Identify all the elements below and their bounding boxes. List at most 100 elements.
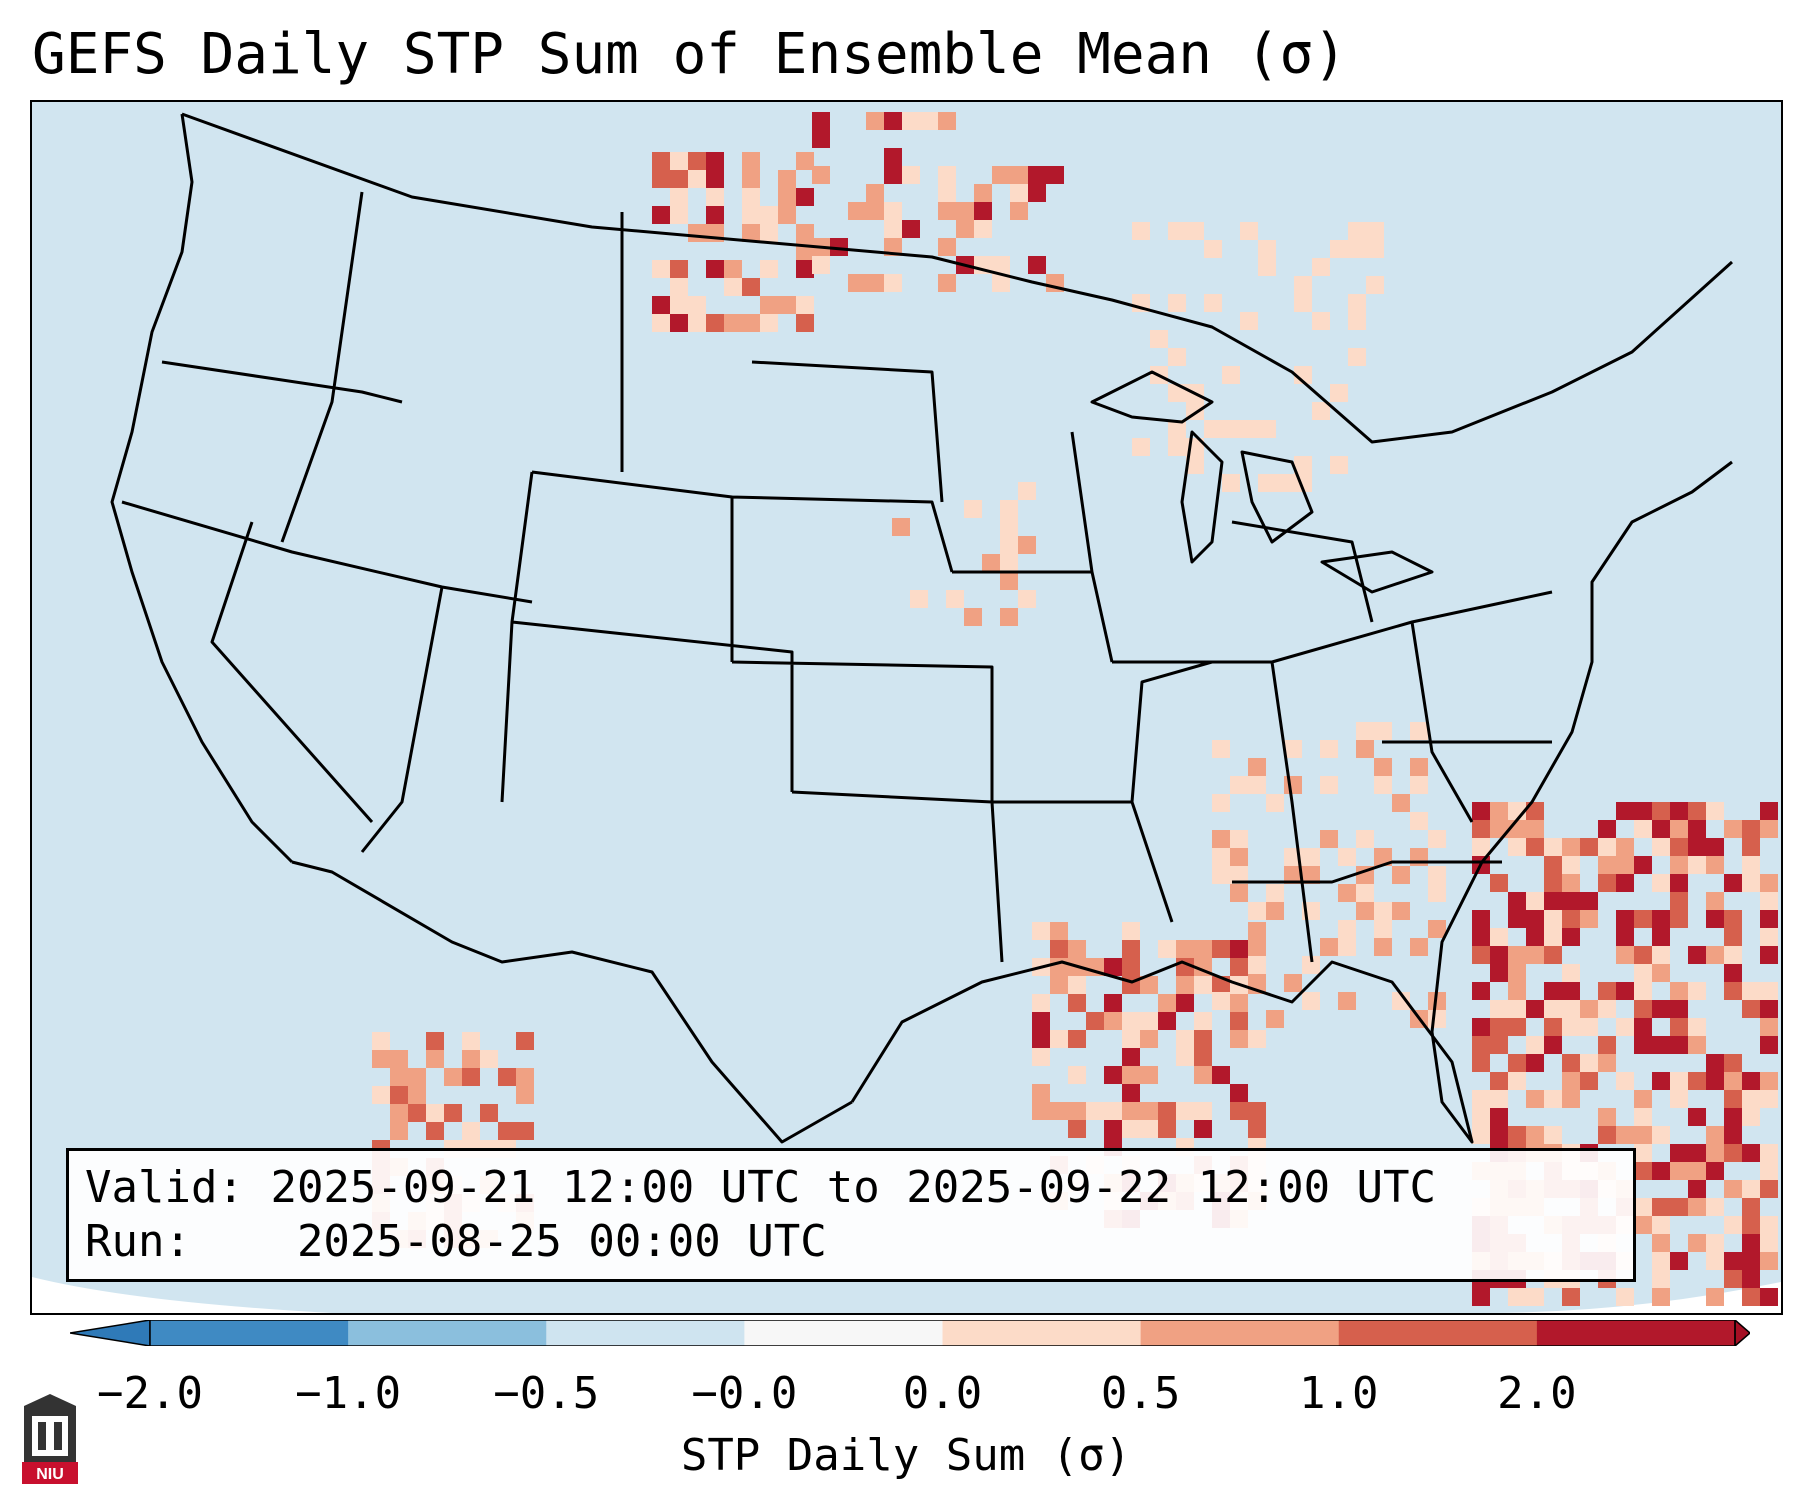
anomaly-cell	[1634, 1162, 1652, 1180]
anomaly-cell	[1410, 812, 1428, 830]
anomaly-cell	[1158, 994, 1176, 1012]
anomaly-cell	[1472, 1288, 1490, 1306]
anomaly-cell	[1652, 928, 1670, 946]
anomaly-cell	[884, 202, 902, 220]
anomaly-cell	[1544, 874, 1562, 892]
anomaly-cell	[390, 1122, 408, 1140]
anomaly-cell	[1338, 884, 1356, 902]
anomaly-cell	[1312, 258, 1330, 276]
anomaly-cell	[516, 1068, 534, 1086]
anomaly-cell	[1392, 902, 1410, 920]
colorbar-bins	[150, 1320, 1736, 1346]
anomaly-cell	[1374, 920, 1392, 938]
anomaly-cell	[1374, 902, 1392, 920]
anomaly-cell	[688, 314, 706, 332]
anomaly-cell	[1670, 1162, 1688, 1180]
anomaly-cell	[1652, 1288, 1670, 1306]
anomaly-cell	[1122, 940, 1140, 958]
anomaly-cell	[1132, 438, 1150, 456]
anomaly-cell	[1508, 946, 1526, 964]
map-panel	[30, 100, 1783, 1315]
anomaly-cell	[408, 1068, 426, 1086]
anomaly-cell	[1742, 820, 1760, 838]
anomaly-cell	[1760, 1036, 1778, 1054]
anomaly-cell	[1598, 820, 1616, 838]
anomaly-cell	[1302, 866, 1320, 884]
anomaly-cell	[1562, 964, 1580, 982]
anomaly-cell	[1508, 1018, 1526, 1036]
anomaly-cell	[670, 296, 688, 314]
anomaly-cell	[652, 314, 670, 332]
anomaly-cell	[1562, 892, 1580, 910]
anomaly-cell	[1168, 384, 1186, 402]
anomaly-cell	[1526, 1054, 1544, 1072]
anomaly-cell	[1670, 1090, 1688, 1108]
niu-logo: NIU	[22, 1394, 78, 1484]
colorbar-tick-label: 1.0	[1299, 1368, 1379, 1419]
anomaly-cell	[1490, 1000, 1508, 1018]
anomaly-cell	[1032, 1084, 1050, 1102]
anomaly-cell	[1312, 312, 1330, 330]
anomaly-cell	[1490, 874, 1508, 892]
anomaly-cell	[1544, 946, 1562, 964]
anomaly-cell	[1598, 1054, 1616, 1072]
anomaly-cell	[670, 278, 688, 296]
anomaly-cell	[1374, 848, 1392, 866]
valid-run-info-box: Valid: 2025-09-21 12:00 UTC to 2025-09-2…	[66, 1148, 1636, 1282]
colorbar-tick-label: −0.5	[493, 1368, 600, 1419]
anomaly-cell	[1212, 794, 1230, 812]
anomaly-cell	[1366, 276, 1384, 294]
anomaly-cell	[1222, 366, 1240, 384]
anomaly-cell	[938, 238, 956, 256]
anomaly-cell	[1724, 964, 1742, 982]
anomaly-cell	[1580, 1072, 1598, 1090]
anomaly-cell	[1230, 848, 1248, 866]
anomaly-cell	[1392, 866, 1410, 884]
anomaly-cell	[1490, 802, 1508, 820]
anomaly-cell	[1706, 1162, 1724, 1180]
anomaly-cell	[1688, 802, 1706, 820]
anomaly-cell	[1742, 1144, 1760, 1162]
anomaly-cell	[1330, 456, 1348, 474]
anomaly-cell	[760, 314, 778, 332]
anomaly-cell	[1562, 838, 1580, 856]
west-coast	[110, 113, 294, 864]
anomaly-cell	[1688, 1036, 1706, 1054]
anomaly-cell	[1760, 1252, 1778, 1270]
anomaly-cell	[1760, 1162, 1778, 1180]
anomaly-cells-layer	[372, 112, 1778, 1306]
anomaly-cell	[1122, 922, 1140, 940]
anomaly-cell	[1010, 184, 1028, 202]
anomaly-cell	[426, 1104, 444, 1122]
anomaly-cell	[1634, 1216, 1652, 1234]
anomaly-cell	[1742, 1234, 1760, 1252]
gulf-coast	[850, 960, 1474, 1144]
anomaly-cell	[1742, 1108, 1760, 1126]
anomaly-cell	[1212, 1066, 1230, 1084]
anomaly-cell	[760, 224, 778, 242]
great-lakes	[1090, 370, 1434, 594]
boundaries-layer	[110, 112, 1734, 1144]
anomaly-cell	[974, 220, 992, 238]
anomaly-cell	[1050, 958, 1068, 976]
anomaly-cell	[1634, 910, 1652, 928]
anomaly-cell	[1724, 982, 1742, 1000]
anomaly-cell	[1356, 740, 1374, 758]
map-canvas	[32, 102, 1781, 1313]
anomaly-cell	[1140, 1120, 1158, 1138]
anomaly-cell	[884, 166, 902, 184]
anomaly-cell	[1428, 866, 1446, 884]
anomaly-cell	[1194, 1012, 1212, 1030]
anomaly-cell	[1302, 992, 1320, 1010]
anomaly-cell	[498, 1122, 516, 1140]
map-domain	[32, 102, 1781, 1313]
anomaly-cell	[796, 260, 814, 278]
anomaly-cell	[1230, 994, 1248, 1012]
anomaly-cell	[1248, 1120, 1266, 1138]
anomaly-cell	[1724, 946, 1742, 964]
colorbar-outline	[149, 1320, 1736, 1346]
anomaly-cell	[706, 170, 724, 188]
colorbar-tick-label: −0.0	[691, 1368, 798, 1419]
anomaly-cell	[1230, 940, 1248, 958]
anomaly-cell	[1472, 1126, 1490, 1144]
